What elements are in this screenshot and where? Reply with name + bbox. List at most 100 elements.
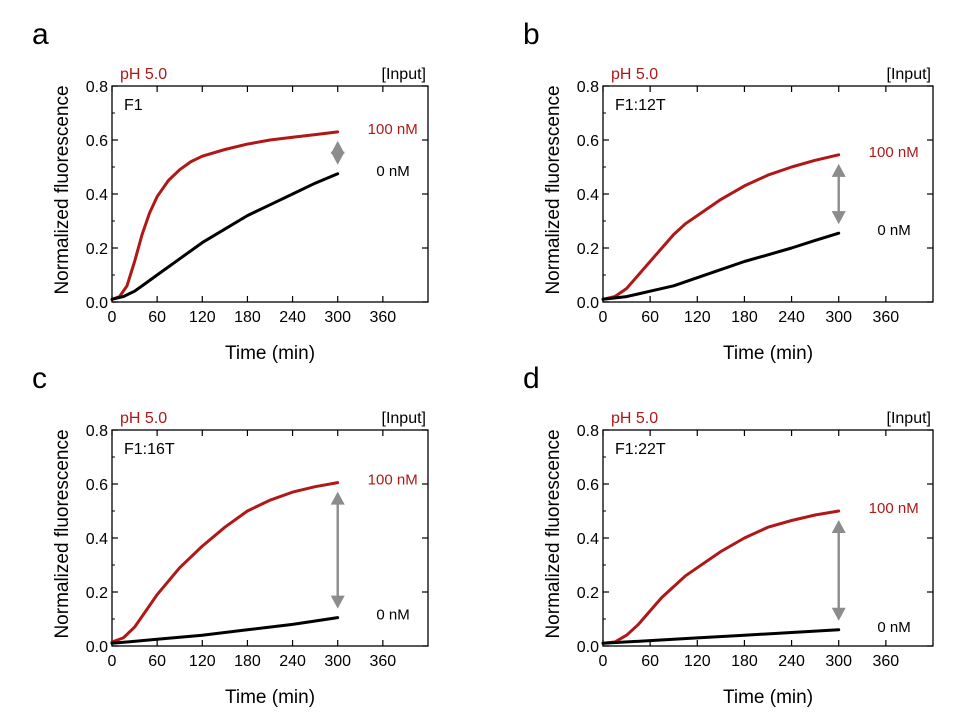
difference-arrow-head-down — [330, 595, 345, 609]
x-axis-title: Time (min) — [225, 687, 315, 708]
y-tick-label: 0.4 — [86, 187, 108, 204]
chart-panel-d: d pH 5.0 [Input] F1:22T 0 60 120 180 240 300 360 0.… — [523, 362, 934, 708]
y-tick-label: 0.6 — [577, 477, 599, 494]
panel-label: d — [523, 362, 540, 395]
series-line-input-100nM — [601, 509, 841, 645]
x-tick-label: 60 — [148, 653, 166, 670]
y-tick-label: 0.8 — [86, 79, 108, 96]
y-tick-label: 0.0 — [577, 295, 599, 312]
series-label-0nM: 0 nM — [877, 619, 910, 636]
difference-arrow-head-up — [831, 163, 846, 177]
y-axis-title: Normalized fluorescence — [543, 429, 564, 638]
plot-frame — [602, 429, 934, 647]
legend-title: [Input] — [382, 410, 426, 427]
y-tick-label: 0.6 — [86, 477, 108, 494]
y-tick-label: 0.2 — [86, 241, 108, 258]
series-line-input-100nM — [110, 130, 340, 301]
construct-label: F1:12T — [615, 97, 666, 114]
x-tick-label: 60 — [641, 309, 659, 326]
series-line-input-0nM — [601, 628, 841, 645]
x-tick-label: 60 — [641, 653, 659, 670]
x-tick-label: 0 — [599, 653, 608, 670]
x-tick-label: 180 — [731, 653, 758, 670]
series-label-0nM: 0 nM — [376, 607, 409, 624]
y-tick-label: 0.6 — [86, 133, 108, 150]
difference-arrow-head-up — [831, 520, 846, 533]
x-tick-label: 180 — [234, 653, 261, 670]
x-tick-label: 180 — [234, 309, 261, 326]
x-tick-label: 0 — [599, 309, 608, 326]
x-tick-label: 120 — [189, 309, 216, 326]
chart-panel-c: c pH 5.0 [Input] F1:16T 0 60 120 180 240 300 360 0.… — [32, 362, 429, 708]
difference-arrow-head-up — [330, 491, 345, 505]
condition-label: pH 5.0 — [611, 410, 658, 427]
x-axis-title: Time (min) — [723, 687, 813, 708]
y-tick-label: 0.6 — [577, 133, 599, 150]
series-label-0nM: 0 nM — [376, 163, 409, 180]
construct-label: F1:16T — [124, 441, 175, 458]
y-tick-label: 0.0 — [577, 639, 599, 656]
x-tick-label: 60 — [148, 309, 166, 326]
series-line-input-100nM — [110, 481, 340, 644]
x-tick-label: 360 — [873, 309, 900, 326]
difference-arrow-head-up — [330, 140, 345, 154]
y-axis-title: Normalized fluorescence — [543, 85, 564, 294]
x-tick-label: 360 — [873, 653, 900, 670]
x-tick-label: 180 — [731, 309, 758, 326]
chart-panel-b: b pH 5.0 [Input] F1:12T 0 60 120 180 240 300 360 0.… — [523, 18, 934, 364]
y-tick-label: 0.2 — [577, 585, 599, 602]
x-tick-label: 300 — [825, 309, 852, 326]
chart-panel-a: a pH 5.0 [Input] F1 0 60 120 180 240 300 360 0.0 0.2… — [32, 18, 429, 364]
series-label-100nM: 100 nM — [869, 500, 919, 517]
x-tick-label: 120 — [684, 653, 711, 670]
y-tick-label: 0.0 — [86, 639, 108, 656]
panel-label: b — [523, 18, 540, 51]
difference-arrow-head-down — [831, 211, 846, 225]
y-axis-title: Normalized fluorescence — [52, 429, 73, 638]
construct-label: F1 — [124, 97, 143, 114]
y-axis-title: Normalized fluorescence — [52, 85, 73, 294]
x-tick-label: 300 — [324, 309, 351, 326]
y-tick-label: 0.8 — [86, 423, 108, 440]
panel-label: a — [32, 18, 49, 51]
x-tick-label: 240 — [279, 653, 306, 670]
plot-frame — [602, 85, 934, 303]
condition-label: pH 5.0 — [120, 66, 167, 83]
series-line-input-100nM — [601, 153, 841, 301]
series-label-0nM: 0 nM — [877, 222, 910, 239]
panel-label: c — [32, 362, 47, 395]
x-tick-label: 300 — [825, 653, 852, 670]
difference-arrow-head-down — [831, 607, 846, 621]
series-line-input-0nM — [110, 616, 340, 645]
x-tick-label: 0 — [108, 309, 117, 326]
y-tick-label: 0.8 — [577, 79, 599, 96]
legend-title: [Input] — [382, 66, 426, 83]
construct-label: F1:22T — [615, 441, 666, 458]
difference-arrow-head-down — [330, 151, 345, 165]
x-tick-label: 240 — [778, 309, 805, 326]
x-tick-label: 300 — [324, 653, 351, 670]
y-tick-label: 0.4 — [577, 187, 599, 204]
condition-label: pH 5.0 — [120, 410, 167, 427]
series-label-100nM: 100 nM — [368, 121, 418, 138]
y-tick-label: 0.2 — [86, 585, 108, 602]
legend-title: [Input] — [887, 66, 931, 83]
x-tick-label: 0 — [108, 653, 117, 670]
series-label-100nM: 100 nM — [869, 144, 919, 161]
series-line-input-0nM — [110, 172, 340, 301]
x-axis-title: Time (min) — [225, 343, 315, 364]
series-label-100nM: 100 nM — [368, 472, 418, 489]
y-tick-label: 0.0 — [86, 295, 108, 312]
x-axis-title: Time (min) — [723, 343, 813, 364]
condition-label: pH 5.0 — [611, 66, 658, 83]
legend-title: [Input] — [887, 410, 931, 427]
y-tick-label: 0.4 — [577, 531, 599, 548]
x-tick-label: 120 — [684, 309, 711, 326]
x-tick-label: 240 — [778, 653, 805, 670]
y-tick-label: 0.8 — [577, 423, 599, 440]
x-tick-label: 360 — [370, 653, 397, 670]
x-tick-label: 240 — [279, 309, 306, 326]
x-tick-label: 120 — [189, 653, 216, 670]
y-tick-label: 0.4 — [86, 531, 108, 548]
